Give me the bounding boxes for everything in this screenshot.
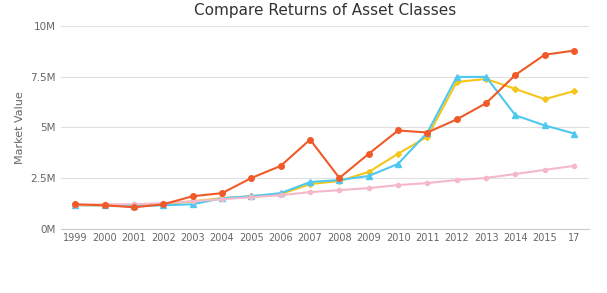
Y-axis label: Market Value: Market Value	[15, 91, 25, 164]
Title: Compare Returns of Asset Classes: Compare Returns of Asset Classes	[194, 3, 456, 18]
Legend: ICICI Prudential Balanced Fund – Growth, Fixed Deposit, Gold, Silver: ICICI Prudential Balanced Fund – Growth,…	[103, 290, 546, 293]
